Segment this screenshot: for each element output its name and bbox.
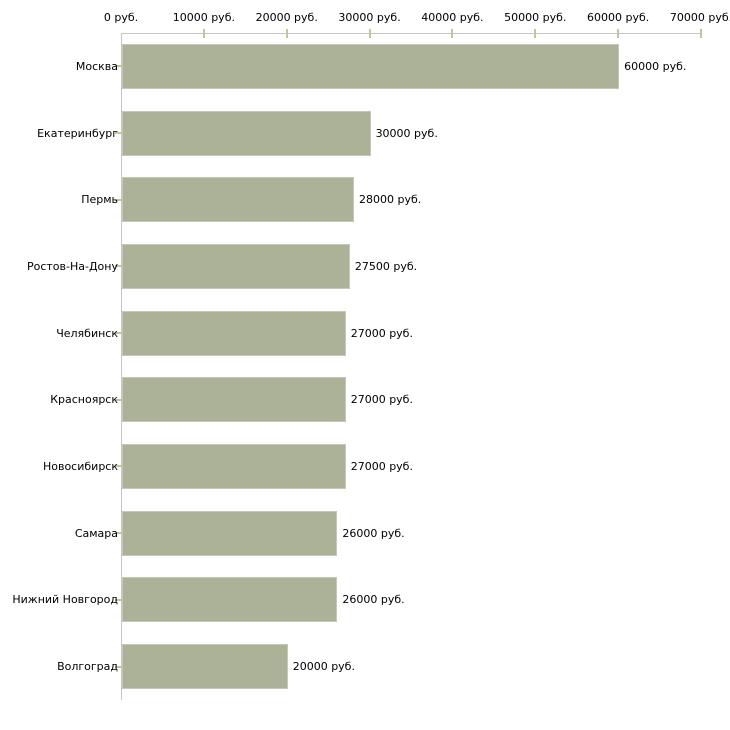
bar	[122, 310, 346, 356]
category-label: Екатеринбург	[37, 126, 118, 140]
x-axis-line	[121, 33, 702, 34]
x-axis-tick	[285, 29, 288, 38]
category-label: Красноярск	[50, 393, 118, 407]
bar-value-label: 30000 руб.	[375, 126, 438, 140]
x-axis-tick-label: 40000 руб.	[421, 11, 484, 24]
y-axis-tick	[115, 132, 124, 135]
chart-row: Екатеринбург 30000 руб.	[0, 100, 730, 167]
chart-row: Самара 26000 руб.	[0, 500, 730, 567]
y-axis-tick	[115, 265, 124, 268]
y-axis-line	[121, 33, 122, 700]
bar-value-label: 28000 руб.	[359, 193, 422, 207]
bar-value-label: 26000 руб.	[342, 593, 405, 607]
bar	[122, 644, 288, 690]
x-axis-tick	[451, 29, 454, 38]
bar	[122, 377, 346, 423]
chart-row: Челябинск 27000 руб.	[0, 300, 730, 367]
x-axis-tick-label: 20000 руб.	[255, 11, 318, 24]
bar	[122, 110, 371, 156]
category-label: Волгоград	[57, 660, 118, 674]
bar	[122, 243, 350, 289]
bar-value-label: 27000 руб.	[350, 326, 413, 340]
bar	[122, 43, 620, 89]
chart-row: Волгоград 20000 руб.	[0, 633, 730, 700]
chart-row: Москва 60000 руб.	[0, 33, 730, 100]
bar	[122, 577, 338, 623]
category-label: Новосибирск	[42, 459, 118, 473]
bar	[122, 177, 354, 223]
bar-value-label: 26000 руб.	[342, 526, 405, 540]
bar-value-label: 27000 руб.	[350, 393, 413, 407]
chart-row: Красноярск 27000 руб.	[0, 366, 730, 433]
y-axis-tick	[115, 665, 124, 668]
category-label: Нижний Новгород	[12, 593, 118, 607]
category-label: Ростов-На-Дону	[26, 259, 118, 273]
plot-area: Москва 60000 руб. Екатеринбург 30000 руб. Пе…	[0, 33, 730, 700]
x-axis-tick-label: 50000 руб.	[504, 11, 567, 24]
x-axis-tick	[368, 29, 371, 38]
bar-value-label: 20000 руб.	[292, 660, 355, 674]
chart-row: Пермь 28000 руб.	[0, 166, 730, 233]
y-axis-tick	[115, 465, 124, 468]
x-axis-tick-label: 70000 руб.	[669, 11, 730, 24]
bar-value-label: 60000 руб.	[624, 59, 687, 73]
category-label: Москва	[75, 59, 118, 73]
category-label: Челябинск	[56, 326, 118, 340]
x-axis-tick-label: 0 руб.	[103, 11, 139, 24]
chart-row: Ростов-На-Дону 27500 руб.	[0, 233, 730, 300]
x-axis-tick-label: 30000 руб.	[338, 11, 401, 24]
category-label: Пермь	[81, 193, 118, 207]
bar	[122, 443, 346, 489]
y-axis-tick	[115, 65, 124, 68]
bar	[122, 510, 338, 556]
category-label: Самара	[74, 526, 118, 540]
x-axis-tick	[617, 29, 620, 38]
chart-row: Нижний Новгород 26000 руб.	[0, 567, 730, 634]
chart-row: Новосибирск 27000 руб.	[0, 433, 730, 500]
x-axis-tick	[534, 29, 537, 38]
x-axis-tick	[202, 29, 205, 38]
y-axis-tick	[115, 332, 124, 335]
y-axis-tick	[115, 598, 124, 601]
bar-value-label: 27500 руб.	[354, 259, 418, 273]
x-axis-tick-label: 10000 руб.	[172, 11, 235, 24]
x-axis-tick	[700, 29, 702, 38]
y-axis-tick	[115, 532, 124, 535]
y-axis-tick	[115, 398, 124, 401]
bar-value-label: 27000 руб.	[350, 459, 413, 473]
x-axis-tick-label: 60000 руб.	[587, 11, 650, 24]
y-axis-tick	[115, 198, 124, 201]
